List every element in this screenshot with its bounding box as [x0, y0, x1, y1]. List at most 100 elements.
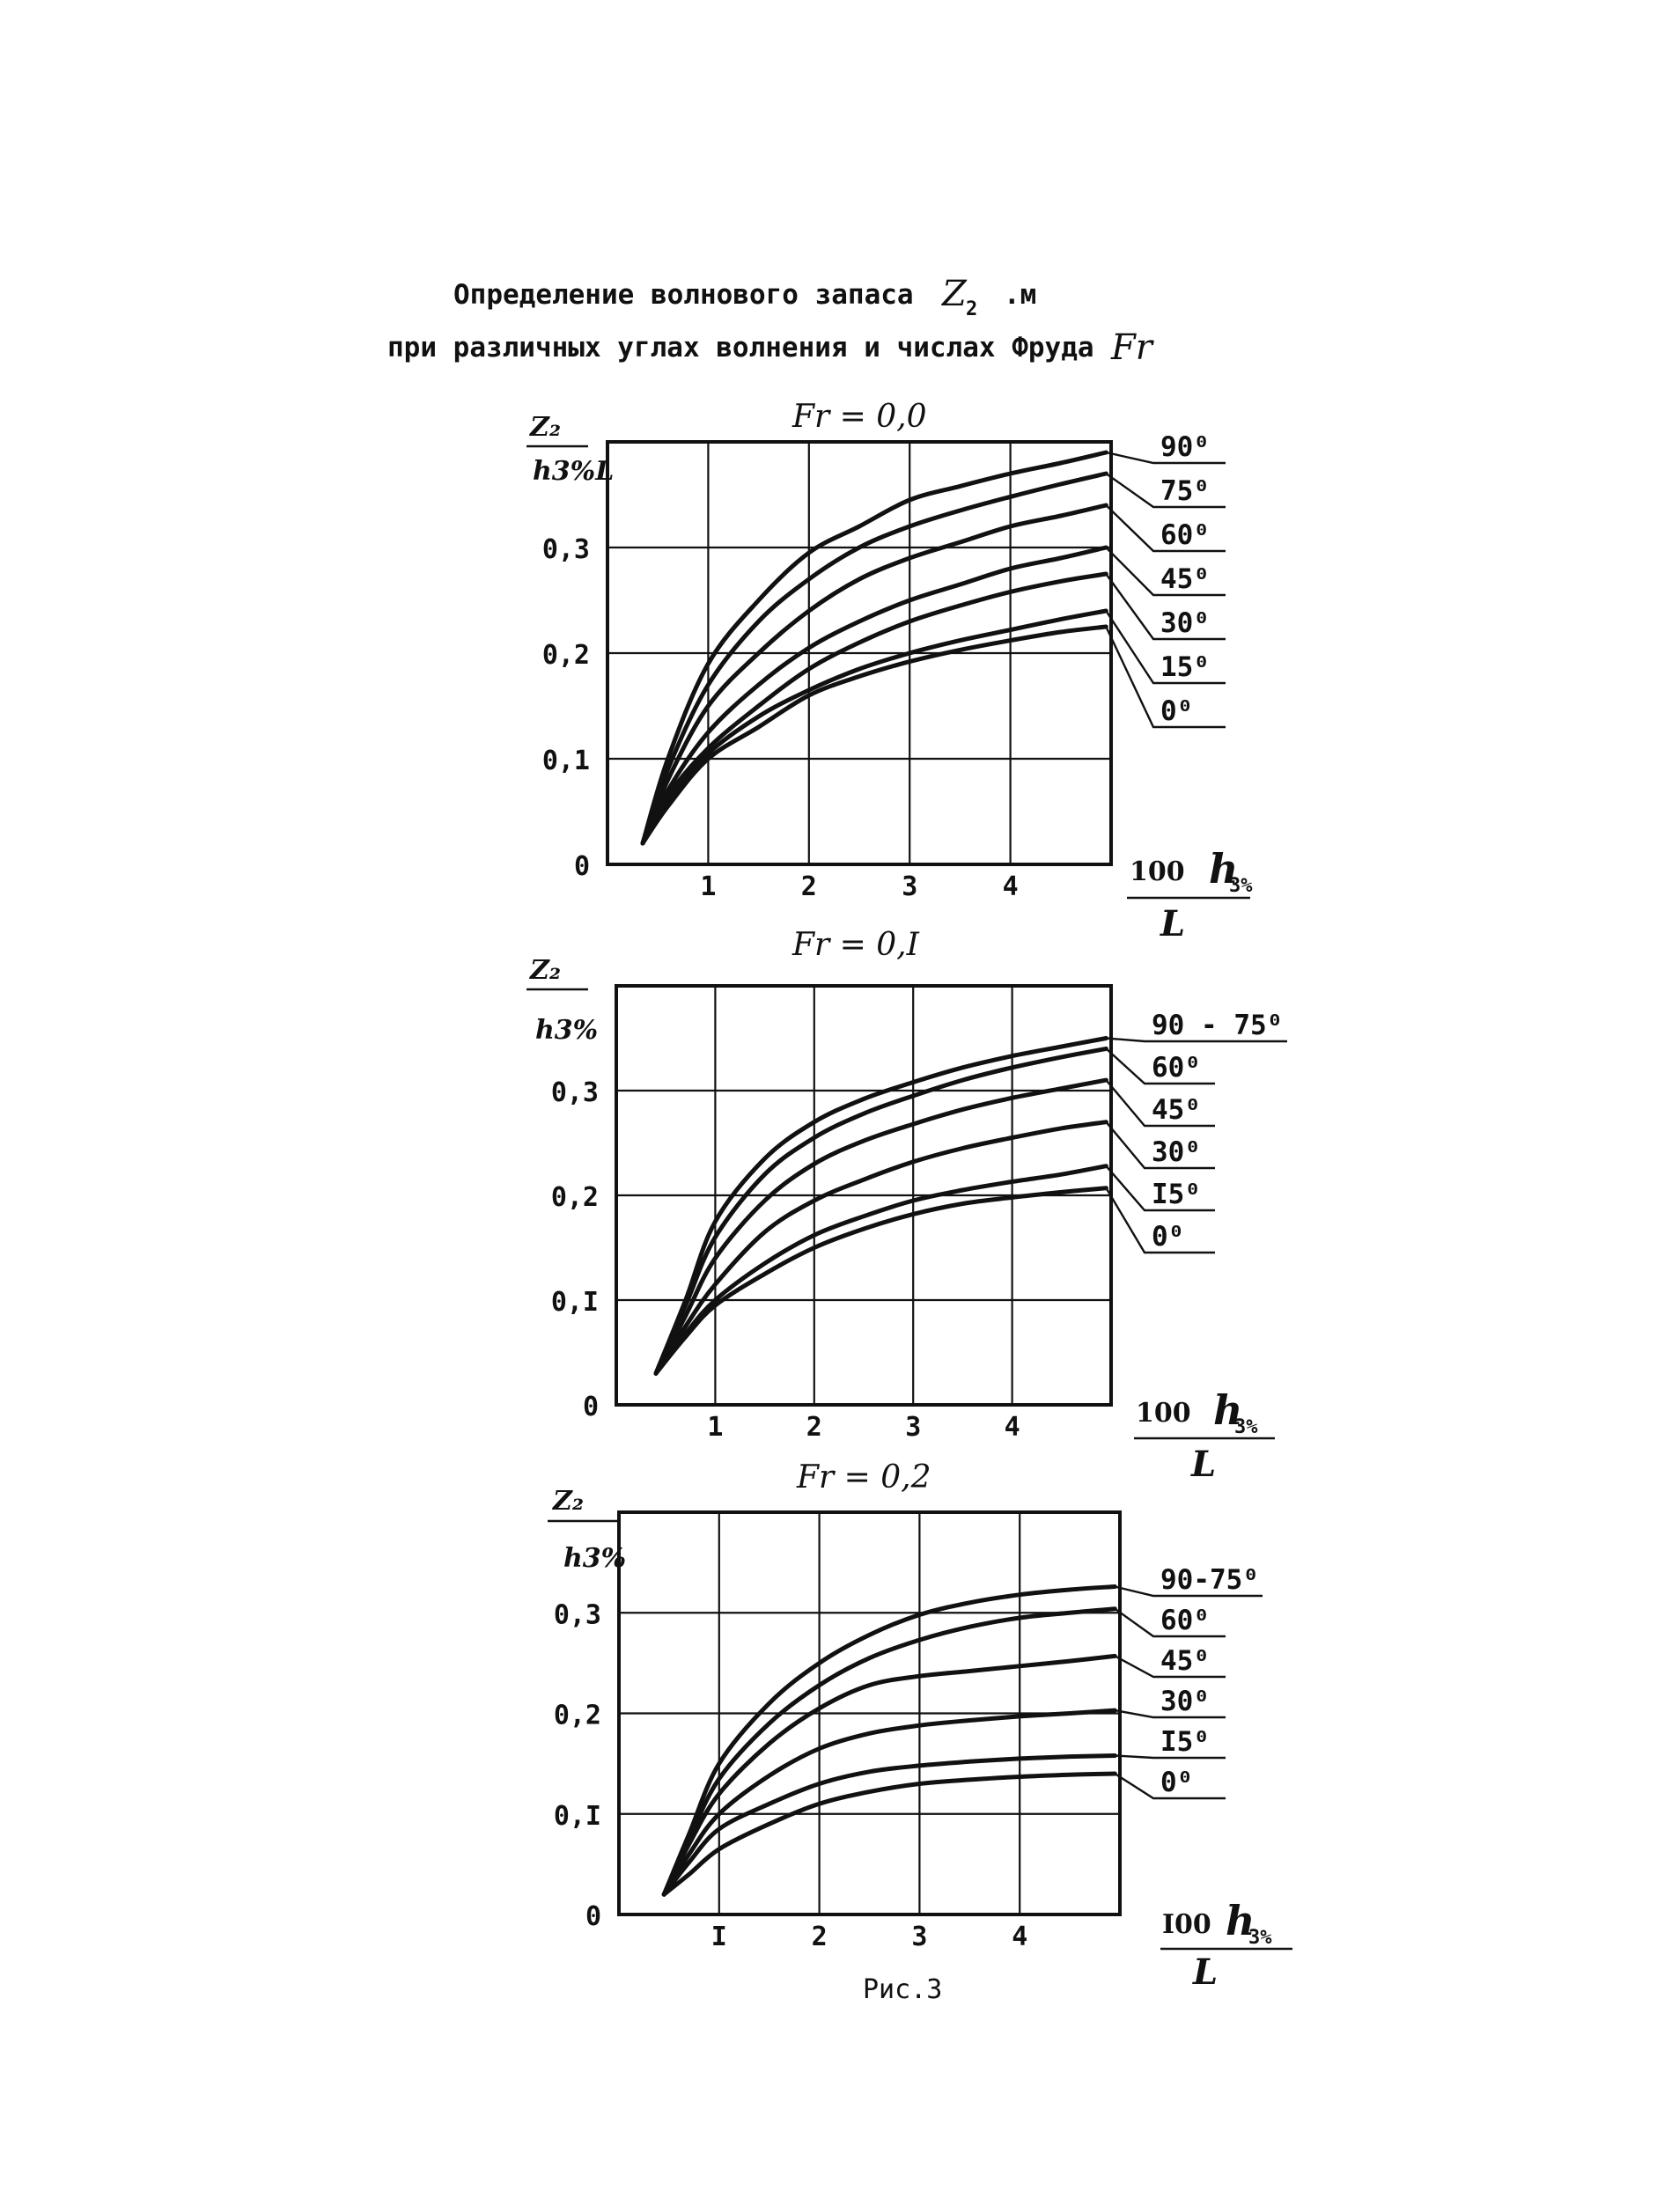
- x-tick-label: 3: [902, 871, 917, 902]
- title-line-2: при различных углах волнения и числах Фр…: [387, 332, 1094, 364]
- x-tick-label: 2: [801, 871, 817, 902]
- x-tick-label: 2: [812, 1922, 828, 1952]
- series-line: [661, 1771, 1117, 1897]
- x-tick-label: 4: [1005, 1412, 1020, 1443]
- series-leader: [1105, 504, 1226, 553]
- series-label: 0⁰: [1152, 1221, 1184, 1253]
- y-tick-label: 0,I: [554, 1801, 601, 1832]
- series-label: 60⁰: [1152, 1052, 1201, 1084]
- series-label: 15⁰: [1160, 651, 1210, 683]
- series-leader: [1114, 1607, 1226, 1638]
- series-leader: [1105, 1165, 1215, 1212]
- plot-frame: [606, 440, 1113, 866]
- series-line: [640, 624, 1108, 846]
- series-leader: [1106, 1037, 1287, 1043]
- series-label: 45⁰: [1160, 563, 1210, 595]
- title-line-2-symbol: Fr: [1110, 327, 1155, 368]
- x-axis-label: I00 h 3% L: [1160, 1897, 1292, 1993]
- y-tick-label: 0,I: [551, 1287, 599, 1318]
- x-axis-label-L: L: [1160, 903, 1185, 944]
- y-tick-label: 0,3: [542, 534, 590, 565]
- x-axis-label-number: 100: [1130, 856, 1185, 887]
- series-line: [640, 545, 1108, 846]
- y-axis-label: Z₂ h3%: [526, 955, 598, 1046]
- series-line: [640, 450, 1108, 846]
- series-leader: [1105, 1047, 1215, 1085]
- y-axis-label-top: Z₂: [552, 1486, 584, 1517]
- series-line: [661, 1708, 1117, 1897]
- y-axis-label-bottom: h3%L: [533, 456, 614, 487]
- series-leader: [1115, 1754, 1226, 1760]
- y-tick-label: 0,3: [551, 1077, 599, 1108]
- series-leader: [1105, 573, 1226, 641]
- series-leader: [1105, 473, 1226, 509]
- series-leader: [1105, 547, 1226, 597]
- series-label: 0⁰: [1160, 695, 1193, 727]
- series-label: 60⁰: [1160, 519, 1210, 551]
- title-symbol: Z: [940, 274, 968, 314]
- y-tick-label: 0,3: [554, 1599, 601, 1630]
- y-axis-label-bottom: h3%: [563, 1543, 626, 1574]
- series-line: [661, 1653, 1117, 1897]
- series-label: I5⁰: [1152, 1179, 1201, 1210]
- series-leader: [1105, 1079, 1215, 1128]
- y-tick-label: 0,2: [542, 640, 590, 671]
- x-tick-label: 2: [806, 1412, 822, 1443]
- series-leader: [1105, 1187, 1215, 1254]
- chart-title: Fr = 0,2: [796, 1459, 931, 1495]
- series-label: 90-75⁰: [1160, 1564, 1259, 1596]
- series-line: [661, 1584, 1117, 1897]
- y-axis-label-bottom: h3%: [535, 1015, 598, 1046]
- x-axis-label-subscript: 3%: [1229, 875, 1253, 897]
- chart-fr-0-2: Fr = 0,2 Z₂ h3% I00 h 3% L I 2 3 4 0 0,I 0,2 0,…: [548, 1459, 1292, 1993]
- series-leader: [1115, 1585, 1263, 1598]
- x-axis-label-number: 100: [1136, 1398, 1191, 1429]
- series-line: [653, 1077, 1108, 1376]
- series-line: [653, 1164, 1108, 1376]
- x-tick-label: 4: [1003, 871, 1019, 902]
- x-tick-label: 4: [1012, 1922, 1027, 1952]
- series-label: 90⁰: [1160, 431, 1210, 463]
- series-line: [661, 1606, 1117, 1897]
- page-title: Определение волнового запаса Z 2 .м при …: [387, 274, 1155, 368]
- title-unit: .м: [1004, 279, 1036, 311]
- series-label: 0⁰: [1160, 1767, 1193, 1798]
- y-axis-label-top: Z₂: [529, 955, 561, 986]
- chart-fr-0-1: Fr = 0,I Z₂ h3% 100 h 3% L 1 2 3 4 0 0,I 0,2 0,…: [526, 927, 1287, 1485]
- title-symbol-subscript: 2: [966, 298, 977, 320]
- x-tick-label: I: [711, 1922, 727, 1952]
- series-leader: [1105, 610, 1226, 685]
- chart-title: Fr = 0,I: [792, 927, 920, 963]
- series-label: 30⁰: [1160, 1686, 1210, 1717]
- series-label: 45⁰: [1152, 1094, 1201, 1126]
- x-tick-label: 1: [707, 1412, 723, 1443]
- series-line: [653, 1120, 1108, 1376]
- figure-caption: Рис.3: [863, 1974, 942, 2005]
- series-label: 30⁰: [1160, 607, 1210, 639]
- x-tick-label: 3: [905, 1412, 921, 1443]
- series-label: 90 - 75⁰: [1152, 1010, 1283, 1041]
- series-line: [640, 503, 1108, 846]
- y-tick-label: 0,1: [542, 746, 590, 776]
- series-line: [640, 471, 1108, 846]
- x-axis-label: 100 h 3% L: [1127, 845, 1253, 944]
- y-axis-label-top: Z₂: [529, 412, 561, 443]
- y-axis-label: Z₂ h3%L: [526, 412, 614, 487]
- series-line: [640, 571, 1108, 846]
- series-leader: [1114, 1655, 1226, 1679]
- series-line: [653, 1046, 1108, 1376]
- x-axis-label-subscript: 3%: [1234, 1416, 1258, 1438]
- series-label: 60⁰: [1160, 1605, 1210, 1636]
- series-leader: [1106, 451, 1226, 465]
- series-line: [661, 1753, 1117, 1897]
- x-axis-label-subscript: 3%: [1248, 1927, 1272, 1949]
- x-axis-label-h: h: [1209, 845, 1238, 893]
- y-tick-label: 0: [585, 1901, 601, 1932]
- series-label: 30⁰: [1152, 1136, 1201, 1168]
- series-leader: [1115, 1709, 1226, 1719]
- series-leader: [1105, 1121, 1215, 1170]
- x-tick-label: 3: [911, 1922, 927, 1952]
- y-tick-label: 0: [574, 851, 590, 882]
- series-line: [640, 608, 1108, 846]
